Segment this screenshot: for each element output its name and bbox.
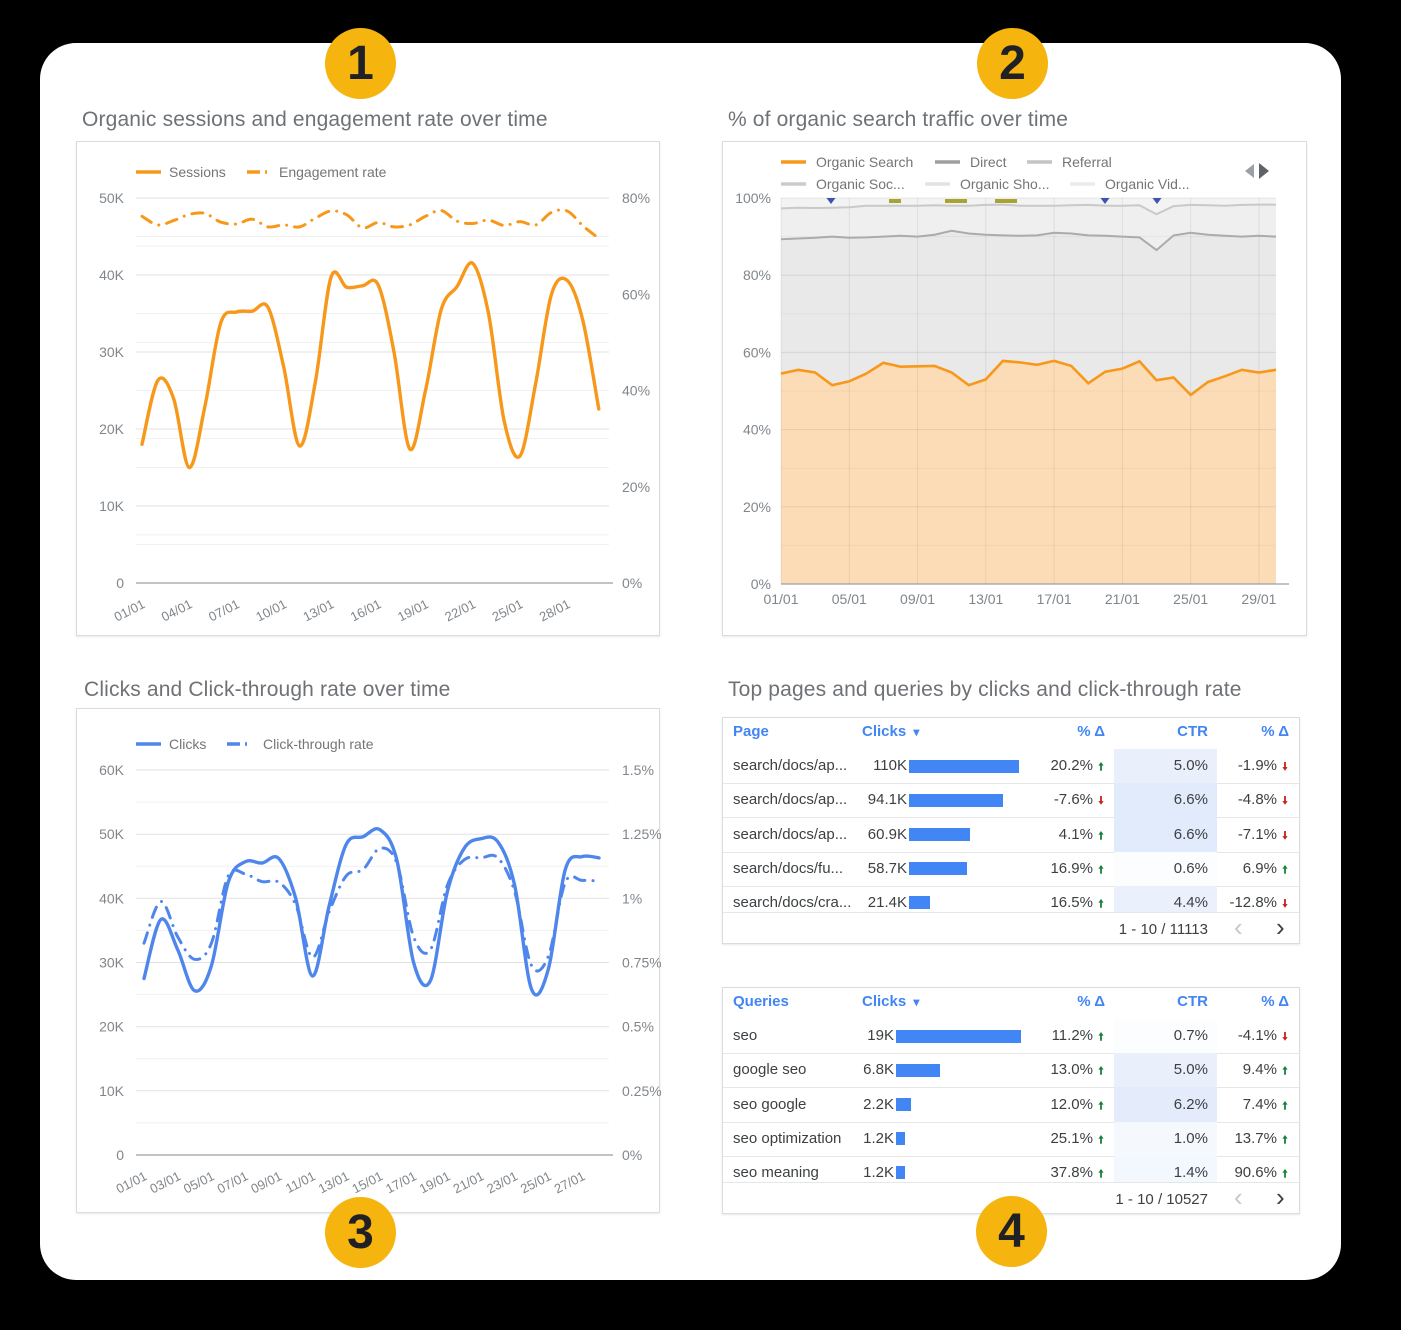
svg-text:0: 0 [116,575,124,591]
svg-text:10/01: 10/01 [253,596,289,624]
svg-text:07/01: 07/01 [215,1168,251,1196]
svg-text:1.5%: 1.5% [622,762,654,778]
svg-text:0.5%: 0.5% [622,1019,654,1035]
svg-text:80%: 80% [622,190,650,206]
svg-text:20%: 20% [743,499,771,515]
svg-text:09/01: 09/01 [248,1168,284,1196]
svg-text:Organic Soc...: Organic Soc... [816,176,905,192]
svg-text:Referral: Referral [1062,154,1112,170]
svg-text:30K: 30K [99,344,125,360]
svg-text:17/01: 17/01 [383,1168,419,1196]
svg-text:80%: 80% [743,267,771,283]
svg-text:60K: 60K [99,762,125,778]
svg-text:25/01: 25/01 [1173,591,1208,607]
svg-text:25/01: 25/01 [518,1168,554,1196]
svg-text:13/01: 13/01 [316,1168,352,1196]
svg-text:Organic Sho...: Organic Sho... [960,176,1050,192]
svg-text:20%: 20% [622,479,650,495]
svg-text:15/01: 15/01 [349,1168,385,1196]
svg-text:13/01: 13/01 [968,591,1003,607]
svg-text:25/01: 25/01 [490,596,526,624]
svg-text:0%: 0% [622,1147,642,1163]
svg-text:0: 0 [116,1147,124,1163]
svg-text:Clicks: Clicks [169,736,206,752]
svg-text:22/01: 22/01 [442,596,478,624]
svg-text:Organic Search: Organic Search [816,154,913,170]
svg-text:Sessions: Sessions [169,164,226,180]
svg-text:40%: 40% [743,422,771,438]
svg-text:50K: 50K [99,826,125,842]
svg-text:07/01: 07/01 [206,596,242,624]
svg-text:19/01: 19/01 [395,596,431,624]
svg-text:0%: 0% [622,575,642,591]
svg-text:29/01: 29/01 [1241,591,1276,607]
svg-text:23/01: 23/01 [484,1168,520,1196]
svg-text:0.75%: 0.75% [622,955,661,971]
svg-text:10K: 10K [99,498,125,514]
svg-text:100%: 100% [735,190,771,206]
svg-text:03/01: 03/01 [147,1168,183,1196]
svg-text:1.25%: 1.25% [622,826,661,842]
svg-text:05/01: 05/01 [181,1168,217,1196]
svg-text:40K: 40K [99,267,125,283]
svg-text:0%: 0% [751,576,771,592]
svg-text:Organic Vid...: Organic Vid... [1105,176,1190,192]
svg-text:0.25%: 0.25% [622,1083,661,1099]
svg-text:01/01: 01/01 [112,596,148,624]
svg-text:28/01: 28/01 [537,596,573,624]
svg-text:60%: 60% [622,286,650,302]
svg-text:09/01: 09/01 [900,591,935,607]
svg-text:27/01: 27/01 [552,1168,588,1196]
svg-text:04/01: 04/01 [159,596,195,624]
svg-text:Engagement rate: Engagement rate [279,164,387,180]
svg-text:10K: 10K [99,1083,125,1099]
svg-text:30K: 30K [99,955,125,971]
svg-text:20K: 20K [99,421,125,437]
svg-text:20K: 20K [99,1019,125,1035]
svg-text:Direct: Direct [970,154,1007,170]
svg-text:19/01: 19/01 [417,1168,453,1196]
svg-text:21/01: 21/01 [1105,591,1140,607]
svg-text:11/01: 11/01 [283,1168,318,1196]
svg-text:60%: 60% [743,344,771,360]
svg-text:16/01: 16/01 [348,596,384,624]
svg-text:01/01: 01/01 [114,1168,150,1196]
svg-text:01/01: 01/01 [763,591,798,607]
svg-text:Click-through rate: Click-through rate [263,736,374,752]
svg-text:13/01: 13/01 [301,596,337,624]
svg-text:1%: 1% [622,890,642,906]
svg-text:05/01: 05/01 [832,591,867,607]
svg-text:21/01: 21/01 [451,1168,487,1196]
svg-text:17/01: 17/01 [1037,591,1072,607]
svg-text:40%: 40% [622,383,650,399]
svg-text:50K: 50K [99,190,125,206]
svg-text:40K: 40K [99,890,125,906]
